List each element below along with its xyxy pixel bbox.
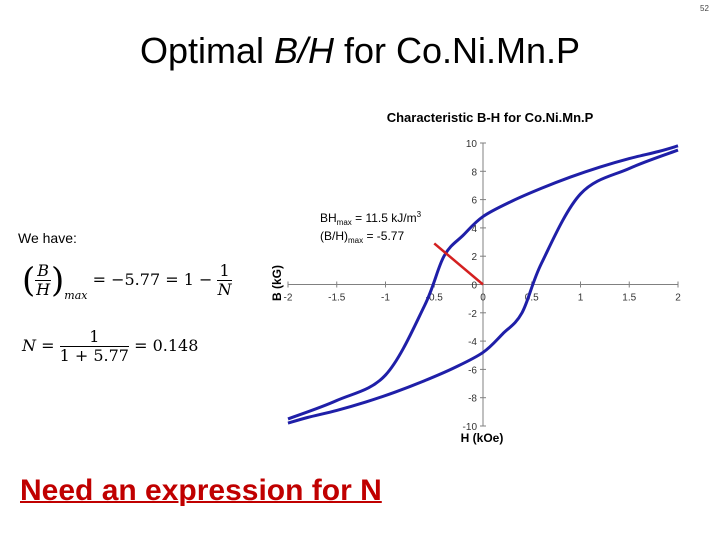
ratio-sub: max bbox=[348, 236, 363, 245]
y-tick-label: 0 bbox=[471, 281, 477, 292]
bh-sup: 3 bbox=[417, 210, 422, 219]
frac-den: 1 + 5.77 bbox=[59, 346, 129, 365]
right-paren: ) bbox=[51, 260, 65, 301]
frac-num: 1 bbox=[217, 261, 232, 281]
chart-title: Characteristic B-H for Co.Ni.Mn.P bbox=[387, 110, 594, 125]
y-tick-label: 2 bbox=[471, 252, 477, 263]
x-tick-label: -2 bbox=[284, 293, 293, 304]
ratio-prefix: (B/H) bbox=[320, 229, 348, 243]
title-suffix: for Co.Ni.Mn.P bbox=[334, 30, 581, 71]
frac-num: 1 bbox=[59, 328, 129, 347]
frac-den: H bbox=[36, 280, 51, 299]
x-tick-label: 0.5 bbox=[525, 293, 539, 304]
y-tick-label: -4 bbox=[468, 337, 477, 348]
y-tick-label: -6 bbox=[468, 365, 477, 376]
page-number: 52 bbox=[700, 4, 709, 13]
x-tick-label: -0.5 bbox=[426, 293, 444, 304]
bh-value: = 11.5 kJ/m bbox=[352, 211, 417, 225]
load-line bbox=[433, 242, 484, 286]
ratio-value: = -5.77 bbox=[363, 229, 404, 243]
y-tick-label: 4 bbox=[471, 224, 477, 235]
x-tick-label: -1.5 bbox=[328, 293, 346, 304]
x-tick-label: -1 bbox=[381, 293, 390, 304]
y-tick-label: 6 bbox=[471, 196, 477, 207]
footer-heading: Need an expression for N bbox=[20, 474, 382, 507]
x-tick-label: 0 bbox=[480, 293, 486, 304]
bh-chart: Characteristic B-H for Co.Ni.Mn.P -2 -1.5… bbox=[270, 110, 682, 445]
y-tick-label: -2 bbox=[468, 309, 477, 320]
x-tick-label: 2 bbox=[675, 293, 681, 304]
x-tick-label: 1.5 bbox=[622, 293, 636, 304]
bh-prefix: BH bbox=[320, 211, 337, 225]
chart-annotation: BHmax = 11.5 kJ/m3 (B/H)max = -5.77 bbox=[320, 210, 422, 245]
y-axis-label: B (kG) bbox=[270, 265, 284, 301]
x-axis-label: H (kOe) bbox=[461, 431, 504, 445]
frac-den: N bbox=[217, 280, 232, 299]
we-have-label: We have: bbox=[18, 230, 77, 246]
title-prefix: Optimal bbox=[139, 30, 274, 71]
y-tick-label: 8 bbox=[471, 167, 477, 178]
hysteresis-branch-1 bbox=[287, 144, 679, 421]
bh-sub: max bbox=[337, 218, 352, 227]
max-subscript: max bbox=[64, 289, 88, 302]
eq1-rhs: = −5.77 = 1 − bbox=[92, 270, 213, 289]
slide-title: Optimal B/H for Co.Ni.Mn.P bbox=[0, 30, 720, 72]
x-tick-label: 1 bbox=[578, 293, 584, 304]
bh-ratio-label: (B/H)max = -5.77 bbox=[320, 229, 404, 245]
bh-max-label: BHmax = 11.5 kJ/m3 bbox=[320, 210, 422, 227]
title-italic: B/H bbox=[273, 30, 334, 71]
y-tick-label: -10 bbox=[463, 422, 478, 433]
y-tick-label: 10 bbox=[466, 139, 478, 150]
eq2-rhs: = 0.148 bbox=[134, 336, 199, 355]
y-tick-label: -8 bbox=[468, 394, 477, 405]
chart-curves bbox=[287, 144, 679, 425]
frac-num: B bbox=[35, 261, 52, 281]
eq2-lhs: N = bbox=[22, 336, 55, 355]
hysteresis-branch-2 bbox=[287, 148, 679, 425]
left-paren: ( bbox=[22, 260, 36, 301]
